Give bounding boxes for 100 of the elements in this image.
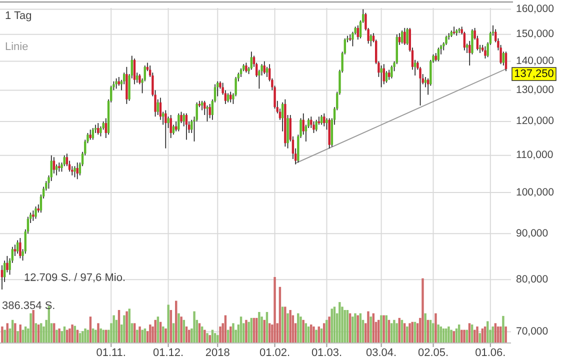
y-tick-label: 160,000 [516, 3, 554, 15]
y-tick-label: 110,000 [516, 149, 554, 162]
bar [312, 326, 315, 343]
x-tick-label: 01.02. [259, 347, 290, 359]
candlestick [206, 105, 208, 122]
bar [206, 333, 208, 343]
candlestick [115, 78, 118, 90]
candlestick [406, 28, 408, 46]
y-tick-label: 100,000 [516, 186, 554, 198]
candlestick [74, 166, 76, 178]
candlestick [504, 51, 508, 72]
candlestick [250, 51, 252, 70]
bar [284, 306, 286, 343]
bar [333, 306, 336, 343]
x-tick-label: 03.04. [366, 347, 397, 359]
bar [4, 330, 6, 343]
y-tick-label: 70,000 [516, 325, 548, 338]
bar [123, 315, 126, 343]
bar [136, 330, 138, 343]
bar [16, 331, 19, 343]
bar [167, 304, 170, 343]
bar [180, 316, 182, 343]
bar [14, 323, 16, 343]
bar [82, 331, 84, 343]
bar [408, 323, 411, 343]
candlestick [58, 162, 60, 172]
candlestick [6, 256, 8, 273]
bar [437, 324, 440, 343]
bar [370, 316, 372, 343]
bar [411, 322, 414, 343]
x-tick-label: 2018 [205, 347, 230, 359]
candlestick [356, 24, 360, 40]
candlestick [226, 92, 230, 103]
x-tick-label: 02.05. [418, 347, 449, 359]
bar [393, 320, 396, 343]
y-tick-label: 90,000 [516, 227, 548, 240]
bar [68, 328, 71, 343]
candlestick [388, 69, 390, 80]
bar [84, 328, 86, 343]
candlestick [170, 114, 172, 138]
x-tick-label: 01.12. [152, 347, 184, 359]
x-tick-label: 01.11. [96, 347, 126, 359]
bar [382, 315, 385, 343]
candlestick [484, 46, 486, 59]
bar [216, 335, 219, 343]
bar [126, 311, 128, 343]
candlestick [320, 114, 323, 126]
bar [128, 308, 130, 343]
y-tick-label: 120,000 [516, 115, 554, 128]
bar [302, 320, 304, 343]
bar [328, 316, 330, 343]
y-tick-label: 150,000 [516, 28, 554, 40]
candlestick [159, 97, 162, 120]
bar [32, 310, 34, 343]
y-tick-label: 140,000 [516, 55, 554, 68]
bar [434, 313, 437, 343]
candlestick [382, 64, 385, 85]
bar [476, 326, 478, 343]
bar [281, 306, 284, 343]
bar [178, 313, 180, 343]
candlestick [390, 65, 393, 79]
bar [474, 330, 476, 343]
candlestick [245, 62, 248, 74]
annotation: Linie [5, 41, 28, 53]
candlestick [404, 28, 406, 46]
candlestick [16, 240, 19, 254]
bar [326, 320, 328, 343]
candlestick [426, 78, 430, 96]
candlestick [281, 102, 284, 132]
bar [30, 313, 32, 343]
bar [463, 330, 466, 343]
candlestick [323, 112, 326, 127]
bar [424, 313, 426, 343]
y-tick-label: 80,000 [516, 273, 548, 286]
bar [396, 323, 398, 343]
bar [486, 321, 489, 343]
bar [71, 324, 74, 343]
candlestick [32, 210, 34, 222]
bar [406, 326, 408, 343]
candlestick [178, 112, 180, 132]
bar [112, 315, 115, 343]
candlestick [133, 58, 136, 85]
candlestick [97, 122, 100, 136]
bar [478, 333, 481, 343]
bar [460, 330, 463, 343]
bar [164, 328, 167, 343]
annotation: 386.354 S. [2, 300, 56, 312]
candlestick [89, 129, 92, 140]
bar [274, 277, 276, 343]
candlestick [19, 238, 22, 259]
y-tick-label: 130,000 [516, 84, 554, 96]
bar [356, 315, 359, 343]
candlestick [180, 111, 182, 124]
candlestick [100, 126, 102, 137]
bar [354, 313, 356, 343]
annotation: 12.709 S. / 97,6 Mio. [24, 272, 126, 284]
bar [289, 310, 292, 343]
bar [245, 320, 248, 343]
bar [100, 328, 102, 343]
bar [232, 323, 234, 343]
